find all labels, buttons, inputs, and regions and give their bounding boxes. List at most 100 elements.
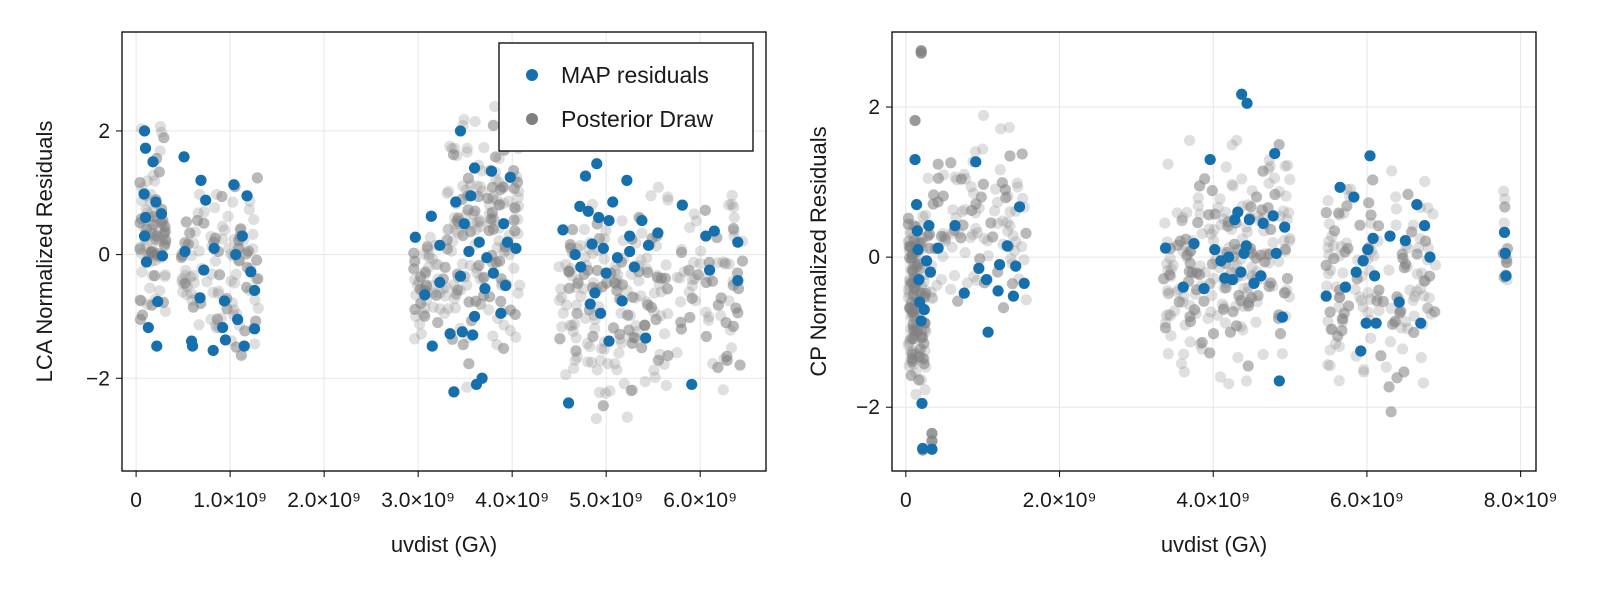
- map-residual-point: [589, 287, 601, 299]
- posterior-draw-point: [160, 225, 172, 237]
- posterior-draw-point: [1192, 192, 1204, 204]
- posterior-draw-point: [457, 339, 469, 351]
- map-residual-point: [138, 125, 151, 137]
- posterior-draw-point: [462, 204, 474, 216]
- posterior-draw-point: [454, 284, 466, 296]
- legend-entry-posterior-draw: Posterior Draw: [561, 106, 713, 132]
- posterior-draw-point: [977, 109, 990, 122]
- posterior-draw-point: [915, 47, 927, 59]
- posterior-draw-point: [557, 307, 569, 319]
- map-residual-point: [434, 276, 446, 289]
- legend: MAP residuals Posterior Draw: [498, 42, 754, 152]
- y-tick-label: 2: [98, 120, 110, 143]
- map-residual-point: [636, 214, 648, 227]
- posterior-draw-point: [1212, 309, 1224, 322]
- posterior-draw-point: [216, 220, 229, 233]
- posterior-draw-point: [1500, 256, 1513, 269]
- map-residual-point: [151, 340, 163, 352]
- posterior-draw-point: [1194, 180, 1206, 192]
- posterior-draw-point: [909, 114, 921, 127]
- posterior-draw-point: [514, 279, 526, 291]
- posterior-draw-point: [493, 235, 505, 247]
- map-residual-point: [603, 214, 615, 227]
- map-residual-point: [198, 264, 210, 276]
- posterior-draw-point: [154, 121, 166, 133]
- posterior-draw-point: [1205, 306, 1217, 318]
- posterior-draw-point: [917, 331, 929, 343]
- legend-marker: [526, 113, 538, 125]
- posterior-draw-point: [247, 228, 259, 241]
- posterior-draw-point: [1328, 225, 1341, 237]
- posterior-draw-point: [572, 274, 584, 287]
- posterior-draw-point: [686, 279, 699, 292]
- y-tick-label: 0: [868, 246, 880, 269]
- posterior-draw-point: [243, 203, 255, 216]
- map-residual-point: [419, 289, 431, 301]
- posterior-draw-point: [193, 245, 205, 257]
- posterior-draw-point: [955, 173, 967, 185]
- posterior-draw-point: [471, 180, 483, 192]
- posterior-draw-point: [1250, 191, 1263, 203]
- posterior-draw-point: [509, 225, 521, 237]
- posterior-draw-point: [1206, 185, 1218, 197]
- posterior-draw-point: [188, 277, 200, 289]
- posterior-draw-point: [1383, 381, 1395, 393]
- posterior-draw-point: [1418, 290, 1430, 302]
- posterior-draw-point: [189, 226, 201, 238]
- map-residual-point: [1348, 191, 1360, 203]
- posterior-draw-point: [995, 123, 1007, 135]
- posterior-draw-point: [451, 149, 463, 162]
- map-residual-point: [1226, 274, 1239, 286]
- posterior-draw-point: [1164, 309, 1177, 322]
- map-residual-point: [1255, 270, 1267, 282]
- posterior-draw-point: [1363, 197, 1375, 209]
- posterior-draw-point: [1246, 261, 1258, 273]
- posterior-draw-point: [184, 227, 196, 239]
- posterior-draw-point: [971, 274, 983, 287]
- posterior-draw-point: [700, 306, 712, 318]
- posterior-draw-point: [1163, 287, 1175, 299]
- map-residual-point: [600, 267, 612, 279]
- posterior-draw-point: [635, 290, 647, 302]
- posterior-draw-point: [1252, 289, 1264, 302]
- posterior-draw-point: [671, 347, 683, 359]
- posterior-draw-point: [624, 309, 636, 322]
- map-residual-point: [980, 274, 993, 286]
- posterior-draw-point: [1427, 208, 1439, 220]
- posterior-draw-point: [1219, 317, 1232, 329]
- posterior-draw-point: [566, 224, 579, 236]
- posterior-draw-point: [910, 388, 922, 401]
- x-tick-label: 2.0×10⁹: [287, 489, 361, 512]
- map-residual-point: [147, 156, 159, 168]
- map-residual-point: [924, 266, 937, 278]
- map-residual-point: [138, 188, 150, 200]
- posterior-draw-point: [1279, 243, 1291, 256]
- posterior-draw-point: [1231, 134, 1243, 147]
- posterior-draw-point: [467, 217, 479, 229]
- posterior-draw-point: [1246, 185, 1258, 197]
- posterior-draw-point: [475, 216, 487, 228]
- posterior-draw-point: [1365, 209, 1377, 221]
- posterior-draw-point: [1196, 336, 1208, 349]
- posterior-draw-point: [982, 250, 994, 262]
- posterior-draw-point: [489, 100, 501, 113]
- posterior-draw-point: [1263, 280, 1275, 293]
- posterior-draw-point: [1209, 208, 1221, 220]
- map-residual-point: [1159, 242, 1172, 254]
- posterior-draw-point: [1227, 306, 1239, 318]
- posterior-draw-point: [410, 310, 422, 322]
- posterior-draw-point: [213, 269, 226, 281]
- posterior-draw-point: [977, 178, 990, 190]
- posterior-draw-point: [1217, 303, 1230, 315]
- map-residual-point: [1500, 270, 1512, 282]
- map-residual-point: [155, 208, 168, 220]
- posterior-draw-point: [251, 254, 263, 266]
- posterior-draw-point: [185, 287, 197, 299]
- posterior-draw-point: [419, 310, 431, 322]
- posterior-draw-point: [423, 249, 435, 261]
- posterior-draw-point: [574, 239, 586, 252]
- posterior-draw-point: [1223, 378, 1235, 390]
- posterior-draw-point: [648, 364, 660, 376]
- posterior-draw-point: [1178, 290, 1190, 302]
